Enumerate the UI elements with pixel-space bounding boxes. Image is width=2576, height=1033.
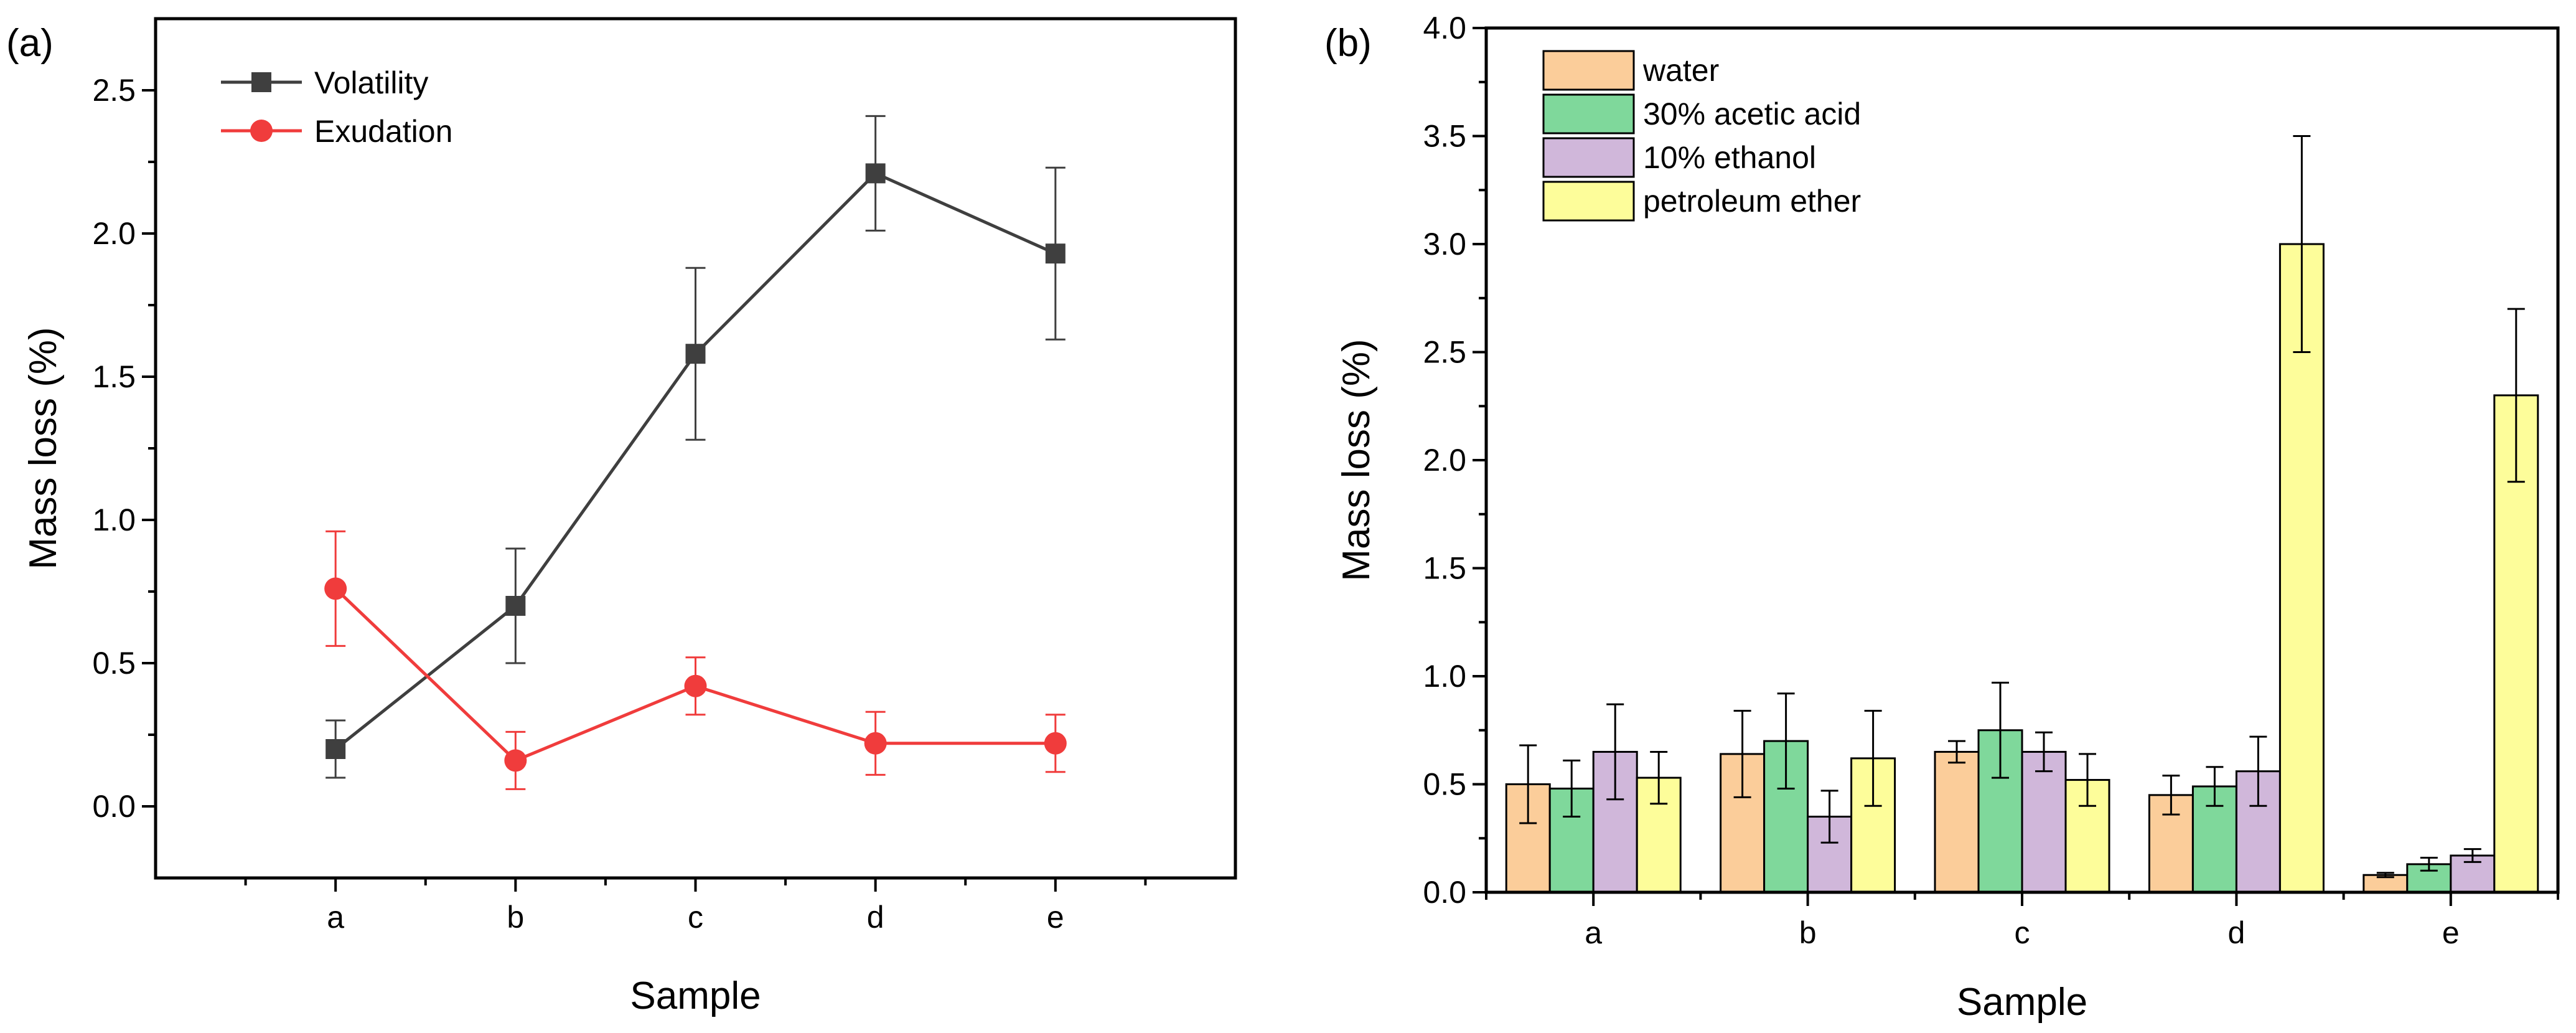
panel-b-x-ticks: a b c d e [1485, 892, 2559, 950]
panel-a-y-tick-label: 2.0 [92, 216, 136, 251]
panel-b-y-ticks: 0.0 0.5 1.0 1.5 2.0 2.5 3.0 3.5 4.0 [1423, 11, 1486, 910]
panel-b-error-bar-water [2162, 775, 2180, 816]
panel-b-bars [1505, 135, 2539, 894]
panel-b-error-bar-water [2376, 872, 2394, 879]
panel-a-legend-label: Volatility [314, 65, 428, 100]
panel-a-legend-item-volatility: Volatility [221, 65, 428, 100]
panel-a-line-chart: (a) 0.0 0.5 1.0 1.5 2.0 2.5 a b c d e Volatility E… [6, 17, 1237, 1017]
panel-b-y-tick-label: 3.5 [1423, 119, 1466, 154]
panel-b-x-tick-label: c [2015, 915, 2030, 950]
panel-b-bar-10-ethanol [2021, 750, 2067, 894]
panel-a-volatility-point [685, 344, 706, 364]
panel-b-error-bar-30-acetic-acid [1992, 681, 2009, 779]
panel-b-y-tick-label: 4.0 [1423, 11, 1466, 45]
panel-b-legend-item-water: water [1542, 50, 1719, 91]
panel-a-exudation-point [684, 674, 707, 697]
panel-a-y-tick-label: 0.5 [92, 646, 136, 681]
panel-b-x-axis-title: Sample [1957, 981, 2087, 1024]
panel-b-legend-swatch [1542, 50, 1635, 91]
panel-a-exudation-point [864, 732, 887, 755]
panel-a-legend-item-exudation: Exudation [221, 114, 452, 149]
panel-b-x-tick-label: a [1585, 915, 1602, 950]
panel-a-x-ticks: a b c d e [244, 878, 1147, 935]
panel-b-legend-item-petroleum-ether: petroleum ether [1542, 181, 1861, 222]
panel-b-legend-swatch [1542, 137, 1635, 178]
panel-b-legend-label: 10% ethanol [1643, 140, 1816, 175]
panel-b-legend-item-30-acetic-acid: 30% acetic acid [1542, 93, 1861, 134]
panel-b-bar-water [1934, 750, 1980, 894]
panel-a-exudation-point [1044, 732, 1067, 755]
panel-a-y-tick-label: 1.0 [92, 502, 136, 537]
panel-a-legend-marker [250, 120, 273, 142]
panel-b-error-bar-30-acetic-acid [2420, 856, 2438, 872]
panel-a-series [324, 115, 1067, 790]
panel-a-label: (a) [6, 22, 54, 65]
panel-b-legend-swatch [1542, 93, 1635, 134]
panel-b-error-bar-30-acetic-acid [1777, 692, 1795, 790]
panel-b-error-bar-petroleum-ether [1864, 710, 1882, 807]
panel-b-x-tick-label: d [2227, 915, 2245, 950]
panel-a-volatility-point [1045, 243, 1066, 264]
panel-b-x-tick-label: e [2442, 915, 2460, 950]
panel-b-error-bar-petroleum-ether [2293, 135, 2311, 353]
panel-b-y-tick-label: 0.0 [1423, 875, 1466, 910]
panel-b-y-tick-label: 2.5 [1423, 335, 1466, 370]
panel-b-legend-label: water [1642, 53, 1719, 88]
panel-b-error-bar-water [1733, 710, 1751, 798]
panel-b-error-bar-10-ethanol [2249, 735, 2267, 807]
panel-b-error-bar-30-acetic-acid [2206, 766, 2224, 807]
panel-b-error-bar-10-ethanol [2463, 848, 2481, 863]
panel-a-x-tick-label: a [327, 900, 344, 935]
panel-a-y-tick-label: 1.5 [92, 359, 136, 394]
panel-a-exudation-point [504, 749, 527, 772]
panel-a-x-tick-label: b [507, 900, 524, 935]
panel-b-y-tick-label: 1.5 [1423, 551, 1466, 586]
panel-a-x-tick-label: d [867, 900, 884, 935]
panel-b-y-tick-label: 1.0 [1423, 659, 1466, 694]
panel-b-error-bar-water [1948, 740, 1965, 764]
panel-b-y-tick-label: 2.0 [1423, 443, 1466, 478]
panel-b-error-bar-water [1519, 744, 1537, 824]
panel-a-y-tick-label: 0.0 [92, 789, 136, 824]
panel-b-bar-chart: (b) 0.0 0.5 1.0 1.5 2.0 2.5 3.0 3.5 4.0 a b c d e wa… [1324, 11, 2560, 1024]
panel-b-error-bar-10-ethanol [1606, 703, 1624, 801]
panel-a-x-axis-title: Sample [630, 974, 761, 1017]
panel-b-legend-swatch [1542, 181, 1635, 222]
panel-b-error-bar-petroleum-ether [2507, 308, 2525, 483]
panel-a-y-axis-title: Mass loss (%) [22, 327, 65, 569]
panel-a-x-tick-label: c [688, 900, 703, 935]
panel-a-y-ticks: 0.0 0.5 1.0 1.5 2.0 2.5 [92, 73, 156, 824]
panel-b-legend-label: petroleum ether [1643, 184, 1861, 219]
panel-b-label: (b) [1324, 22, 1372, 65]
panel-b-y-tick-label: 0.5 [1423, 767, 1466, 802]
panel-a-volatility-point [865, 163, 886, 184]
panel-b-error-bar-petroleum-ether [1650, 750, 1668, 805]
panel-b-y-tick-label: 3.0 [1423, 227, 1466, 262]
panel-a-legend-label: Exudation [314, 114, 452, 149]
panel-b-legend: water 30% acetic acid 10% ethanol petroleum… [1542, 50, 1861, 222]
panel-a-volatility-point [505, 596, 526, 616]
panel-b-error-bar-10-ethanol [2035, 731, 2053, 773]
panel-b-legend-label: 30% acetic acid [1643, 97, 1861, 131]
panel-a-legend-marker [251, 72, 271, 92]
panel-b-error-bar-10-ethanol [1820, 790, 1838, 844]
panel-b-legend-item-10-ethanol: 10% ethanol [1542, 137, 1816, 178]
panel-a-legend: Volatility Exudation [221, 65, 452, 149]
panel-b-error-bar-30-acetic-acid [1563, 759, 1581, 818]
panel-a-exudation-point [324, 577, 347, 600]
panel-a-volatility-point [326, 739, 346, 759]
panel-b-y-axis-title: Mass loss (%) [1335, 339, 1378, 581]
panel-a-x-tick-label: e [1047, 900, 1064, 935]
panel-a-y-tick-label: 2.5 [92, 73, 136, 108]
panel-b-error-bar-petroleum-ether [2079, 753, 2096, 807]
panel-b-x-tick-label: b [1799, 915, 1817, 950]
